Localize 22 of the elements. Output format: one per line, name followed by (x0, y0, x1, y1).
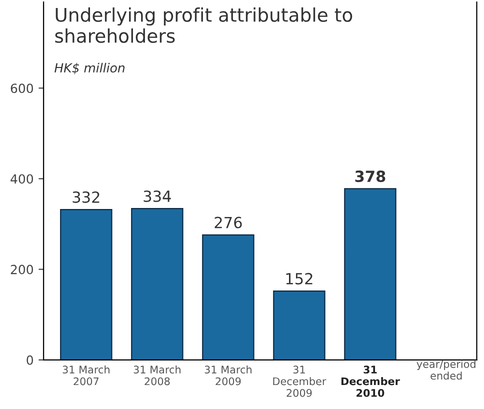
data-label: 334 (144, 190, 171, 202)
x-tick-label: 31 December 2010 (341, 366, 400, 397)
y-tick-label: 0 (26, 355, 34, 365)
bar (273, 290, 326, 360)
data-label: 152 (286, 272, 312, 284)
bar (344, 188, 396, 360)
y-tick-label: 400 (10, 174, 34, 184)
x-tick-label: 31 March 2008 (134, 365, 180, 386)
x-tick-label: 31 December 2009 (273, 366, 326, 397)
bar (131, 208, 184, 360)
bar (202, 234, 254, 360)
bar (60, 208, 112, 360)
x-tick-label: 31 March 2007 (62, 365, 110, 386)
y-tick-label: 200 (10, 264, 34, 274)
y-tick-label: 600 (10, 84, 34, 94)
data-label: 378 (355, 170, 386, 182)
x-axis-title: year/period ended (416, 360, 476, 380)
text: HK$ million (54, 62, 125, 74)
data-label: 332 (72, 191, 100, 203)
text: Underlying profit attributable to shareholders (55, 7, 352, 43)
data-label: 276 (214, 216, 242, 228)
x-tick-label: 31 March 2009 (204, 365, 252, 386)
